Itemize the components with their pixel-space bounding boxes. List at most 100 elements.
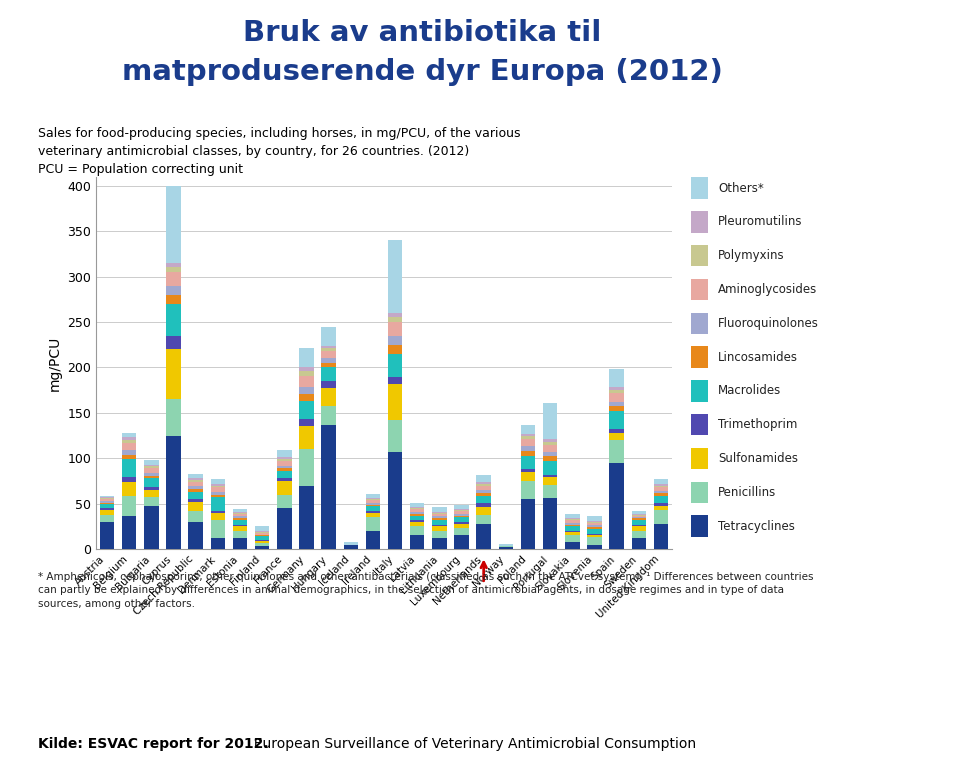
Bar <box>277 459 292 461</box>
Bar <box>410 520 424 522</box>
Text: Macrolides: Macrolides <box>718 385 781 397</box>
Bar <box>432 526 446 531</box>
Bar <box>498 548 513 549</box>
Text: Others*: Others* <box>718 182 764 194</box>
Bar <box>454 518 468 522</box>
Bar <box>520 425 535 434</box>
Bar <box>210 495 225 498</box>
Bar <box>144 468 158 473</box>
Bar <box>476 482 491 484</box>
Bar <box>565 520 580 523</box>
Bar <box>233 509 248 512</box>
Bar <box>366 498 380 499</box>
Bar <box>654 505 668 510</box>
Bar <box>366 506 380 511</box>
Bar <box>565 542 580 549</box>
Bar <box>277 465 292 468</box>
Bar <box>210 498 225 511</box>
Bar <box>188 482 203 486</box>
Bar <box>144 466 158 468</box>
Bar <box>498 546 513 548</box>
Bar <box>520 439 535 446</box>
Bar <box>122 433 136 438</box>
Bar <box>543 475 558 478</box>
Bar <box>122 455 136 459</box>
Bar <box>432 520 446 525</box>
Bar <box>388 317 402 322</box>
Bar <box>388 384 402 420</box>
Bar <box>144 488 158 490</box>
Bar <box>588 528 602 529</box>
Bar <box>300 394 314 401</box>
Bar <box>210 485 225 488</box>
Bar <box>122 440 136 443</box>
Bar <box>366 500 380 503</box>
Bar <box>166 186 180 263</box>
Bar <box>144 465 158 466</box>
Bar <box>632 511 646 514</box>
Bar <box>144 478 158 488</box>
Bar <box>610 390 624 393</box>
Bar <box>233 538 248 549</box>
Bar <box>543 456 558 461</box>
Bar <box>322 327 336 346</box>
Bar <box>210 488 225 492</box>
Bar <box>166 286 180 295</box>
Bar <box>100 508 114 510</box>
Bar <box>166 336 180 349</box>
Bar <box>432 514 446 516</box>
Bar <box>166 263 180 267</box>
Bar <box>366 511 380 513</box>
Bar <box>100 522 114 549</box>
Bar <box>233 518 248 520</box>
Text: European Surveillance of Veterinary Antimicrobial Consumption: European Surveillance of Veterinary Anti… <box>245 737 696 751</box>
Bar <box>520 469 535 472</box>
Bar <box>610 387 624 390</box>
Bar <box>100 503 114 504</box>
Bar <box>610 440 624 463</box>
Bar <box>366 531 380 549</box>
Bar <box>454 535 468 549</box>
Bar <box>410 515 424 520</box>
Bar <box>277 471 292 478</box>
Bar <box>144 506 158 549</box>
Bar <box>454 509 468 510</box>
Bar <box>565 532 580 535</box>
Bar <box>300 419 314 426</box>
Bar <box>322 359 336 363</box>
Bar <box>233 526 248 531</box>
Bar <box>454 514 468 515</box>
Text: Bruk av antibiotika til: Bruk av antibiotika til <box>243 19 602 47</box>
Bar <box>144 460 158 465</box>
Bar <box>388 336 402 345</box>
Bar <box>432 518 446 520</box>
Bar <box>210 484 225 485</box>
Bar <box>388 313 402 317</box>
Bar <box>166 295 180 304</box>
Bar <box>188 492 203 499</box>
Bar <box>300 376 314 386</box>
Text: Tetracyclines: Tetracyclines <box>718 520 795 532</box>
Bar <box>255 533 270 535</box>
Bar <box>543 485 558 498</box>
Bar <box>255 526 270 531</box>
Bar <box>476 495 491 503</box>
Bar <box>476 524 491 549</box>
Bar <box>366 505 380 506</box>
Bar <box>166 272 180 286</box>
Bar <box>588 525 602 528</box>
Bar <box>632 525 646 526</box>
Bar <box>366 499 380 500</box>
Bar <box>100 515 114 522</box>
Bar <box>122 495 136 515</box>
Bar <box>654 488 668 491</box>
Bar <box>610 411 624 429</box>
Bar <box>476 503 491 508</box>
Y-axis label: mg/PCU: mg/PCU <box>48 336 61 390</box>
Bar <box>565 518 580 519</box>
Bar <box>277 458 292 459</box>
Bar <box>565 531 580 532</box>
Bar <box>300 449 314 485</box>
Bar <box>410 535 424 549</box>
Bar <box>100 499 114 501</box>
